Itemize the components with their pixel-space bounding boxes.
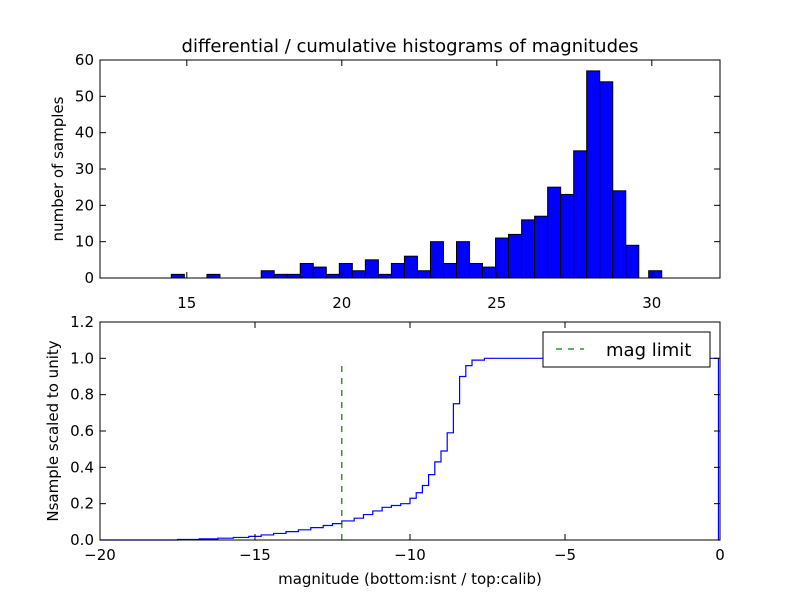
histogram-bar (338, 262, 353, 279)
histogram-bar (416, 270, 431, 279)
bottom-cumulative-plot: −20 −15 −10 −5 0 0.0 0.2 0.4 0.6 0.8 1.0 1.2 magni… (44, 313, 725, 588)
bottom-x-tick-label: −20 (84, 546, 116, 564)
bottom-y-tick-label: 0.6 (70, 422, 94, 440)
top-x-tick-label: 25 (487, 294, 506, 312)
top-x-tick-label: 30 (642, 294, 661, 312)
histogram-bar (351, 270, 366, 279)
histogram-bar (534, 215, 549, 279)
histogram-bar (206, 273, 221, 279)
histogram-bar (469, 262, 484, 279)
top-x-tick-label: 20 (332, 294, 351, 312)
bottom-x-tick-label: −15 (239, 546, 271, 564)
histogram-bar (390, 262, 405, 279)
bottom-y-tick-label: 1.0 (70, 349, 94, 367)
histogram-bar (312, 266, 327, 279)
bottom-y-tick-label: 1.2 (70, 313, 94, 331)
histogram-bar (364, 259, 379, 279)
top-x-ticks: 15 20 25 30 (177, 60, 661, 312)
histogram-bars (170, 70, 663, 279)
top-y-ticks: 0 10 20 30 40 50 60 (75, 51, 720, 287)
histogram-bar (170, 273, 185, 279)
histogram-bar (325, 273, 340, 279)
histogram-bar (573, 150, 588, 279)
top-y-tick-label: 50 (75, 87, 94, 105)
histogram-bar (482, 266, 497, 279)
top-y-tick-label: 10 (75, 233, 94, 251)
bottom-y-tick-label: 0.2 (70, 495, 94, 513)
histogram-bar (625, 244, 640, 279)
top-y-tick-label: 0 (84, 269, 94, 287)
histogram-bar (286, 273, 301, 279)
top-y-axis-label: number of samples (49, 96, 67, 241)
bottom-y-tick-label: 0.4 (70, 458, 94, 476)
figure-title: differential / cumulative histograms of … (182, 36, 639, 57)
histogram-bar (508, 233, 523, 279)
top-y-tick-label: 40 (75, 124, 94, 142)
histogram-bar (377, 273, 392, 279)
bottom-y-tick-label: 0.0 (70, 531, 94, 549)
histogram-bar (648, 270, 663, 279)
top-y-tick-label: 20 (75, 196, 94, 214)
histogram-bar (612, 190, 627, 279)
top-y-tick-label: 60 (75, 51, 94, 69)
bottom-x-axis-label: magnitude (bottom:isnt / top:calib) (278, 570, 542, 588)
histogram-bar (299, 262, 314, 279)
histogram-bar (521, 219, 536, 279)
histogram-bar (547, 186, 562, 279)
bottom-x-tick-label: −5 (554, 546, 576, 564)
legend-label-mag-limit: mag limit (606, 340, 691, 361)
histogram-bar (599, 81, 614, 279)
histogram-bar (403, 255, 418, 279)
top-y-tick-label: 30 (75, 160, 94, 178)
cumulative-lines (100, 357, 720, 541)
top-histogram-plot: differential / cumulative histograms of … (49, 36, 721, 312)
bottom-x-tick-label: −10 (394, 546, 426, 564)
histogram-bar (429, 241, 444, 279)
histogram-bar (260, 270, 275, 279)
histogram-bar (456, 241, 471, 279)
legend: mag limit (542, 331, 711, 368)
bottom-y-ticks: 0.0 0.2 0.4 0.6 0.8 1.0 1.2 (70, 313, 720, 549)
histogram-bar (495, 237, 510, 279)
top-x-tick-label: 15 (177, 294, 196, 312)
bottom-y-tick-label: 0.8 (70, 386, 94, 404)
bottom-y-axis-label: Nsample scaled to unity (44, 340, 62, 521)
histogram-bar (560, 193, 575, 279)
histogram-bar (586, 70, 601, 279)
histogram-bar (273, 273, 288, 279)
bottom-x-ticks: −20 −15 −10 −5 0 (84, 322, 725, 564)
cumulative-step-line (100, 357, 720, 541)
bottom-x-tick-label: 0 (715, 546, 725, 564)
histogram-bar (442, 262, 458, 279)
